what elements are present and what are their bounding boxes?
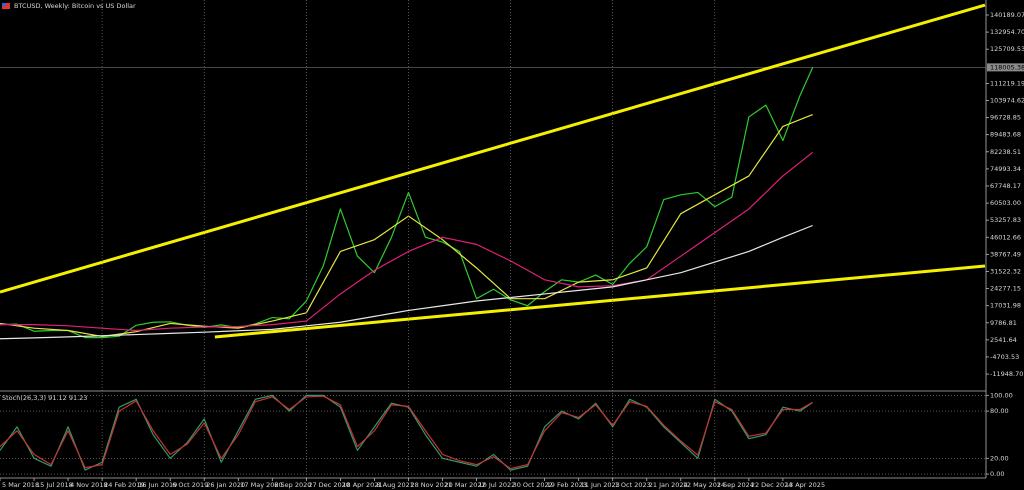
x-tick-label: 26 Jan 2020 xyxy=(206,481,245,489)
y-tick-label: 96728.85 xyxy=(990,114,1021,122)
x-tick-label: 12 May 2024 xyxy=(683,481,725,489)
x-tick-label: 13 Apr 2025 xyxy=(785,481,825,489)
y-tick-label: 60503.00 xyxy=(990,199,1021,207)
x-tick-label: 1 Sep 2024 xyxy=(717,481,754,489)
y-tick-label: 46012.66 xyxy=(990,233,1021,241)
y-tick-label: 31522.32 xyxy=(990,267,1021,275)
symbol-icon-part xyxy=(2,3,6,6)
series-line xyxy=(0,3,986,294)
x-tick-label: 21 Jan 2024 xyxy=(649,481,688,489)
x-tick-label: 6 Sep 2020 xyxy=(274,481,311,489)
x-tick-label: 20 Mar 2022 xyxy=(445,481,486,489)
y-tick-label: 125709.53 xyxy=(990,45,1024,53)
y-tick-label: 132954.70 xyxy=(990,28,1024,36)
x-tick-label: 17 May 2020 xyxy=(240,481,282,489)
x-tick-label: 22 Dec 2024 xyxy=(751,481,793,489)
x-tick-label: 15 Jul 2018 xyxy=(36,481,73,489)
x-tick-label: 18 Apr 2021 xyxy=(342,481,382,489)
x-tick-label: 4 Nov 2018 xyxy=(70,481,108,489)
y-tick-label: 9786.81 xyxy=(990,319,1017,327)
x-tick-label: 30 Oct 2022 xyxy=(513,481,553,489)
series-line xyxy=(0,67,814,339)
y-tick-label: -4703.53 xyxy=(990,353,1019,361)
y-tick-label: 53257.83 xyxy=(990,216,1021,224)
x-tick-label: 27 Dec 2020 xyxy=(308,481,350,489)
x-tick-label: 11 Jun 2023 xyxy=(581,481,620,489)
y-tick-label: 67748.17 xyxy=(990,182,1021,190)
x-tick-label: 28 Nov 2021 xyxy=(410,481,452,489)
y-tick-label: 24277.15 xyxy=(990,285,1021,293)
x-tick-label: 1 Oct 2023 xyxy=(615,481,651,489)
y-tick-label: 103974.62 xyxy=(990,96,1024,104)
x-tick-label: 16 Jun 2019 xyxy=(138,481,177,489)
y-tick-label: -11948.70 xyxy=(990,370,1023,378)
last-price-box xyxy=(987,63,1024,72)
chart-title: BTCUSD, Weekly: Bitcoin vs US Dollar xyxy=(14,2,136,10)
y-tick-label: 20.00 xyxy=(990,454,1009,462)
x-tick-label: 19 Feb 2023 xyxy=(547,481,587,489)
y-tick-label: 82238.51 xyxy=(990,148,1021,156)
y-tick-label: 38767.49 xyxy=(990,250,1021,258)
series-line xyxy=(214,264,986,339)
x-tick-label: 6 Oct 2019 xyxy=(172,481,208,489)
y-tick-label: 111219.19 xyxy=(990,79,1024,87)
series-line xyxy=(0,395,813,470)
y-tick-label: 100.00 xyxy=(990,391,1013,399)
chart-title: Stoch(26,3,3) 91.12 91.23 xyxy=(2,394,87,402)
series-line xyxy=(0,114,813,338)
last-price-label: 118005.38 xyxy=(990,63,1024,71)
series-line xyxy=(0,224,813,340)
y-tick-label: 74993.34 xyxy=(990,165,1021,173)
y-tick-label: 17031.98 xyxy=(990,302,1021,310)
y-tick-label: 0.00 xyxy=(990,470,1004,478)
x-tick-label: 10 Jul 2022 xyxy=(479,481,516,489)
x-tick-label: 5 Mar 2018 xyxy=(2,481,39,489)
y-tick-label: 80.00 xyxy=(990,407,1009,415)
series-line xyxy=(0,151,814,332)
y-tick-label: 2541.64 xyxy=(990,336,1017,344)
x-tick-label: 8 Aug 2021 xyxy=(376,481,414,489)
y-tick-label: 89483.68 xyxy=(990,131,1021,139)
y-tick-label: 140189.07 xyxy=(990,11,1024,19)
x-tick-label: 24 Feb 2019 xyxy=(104,481,144,489)
